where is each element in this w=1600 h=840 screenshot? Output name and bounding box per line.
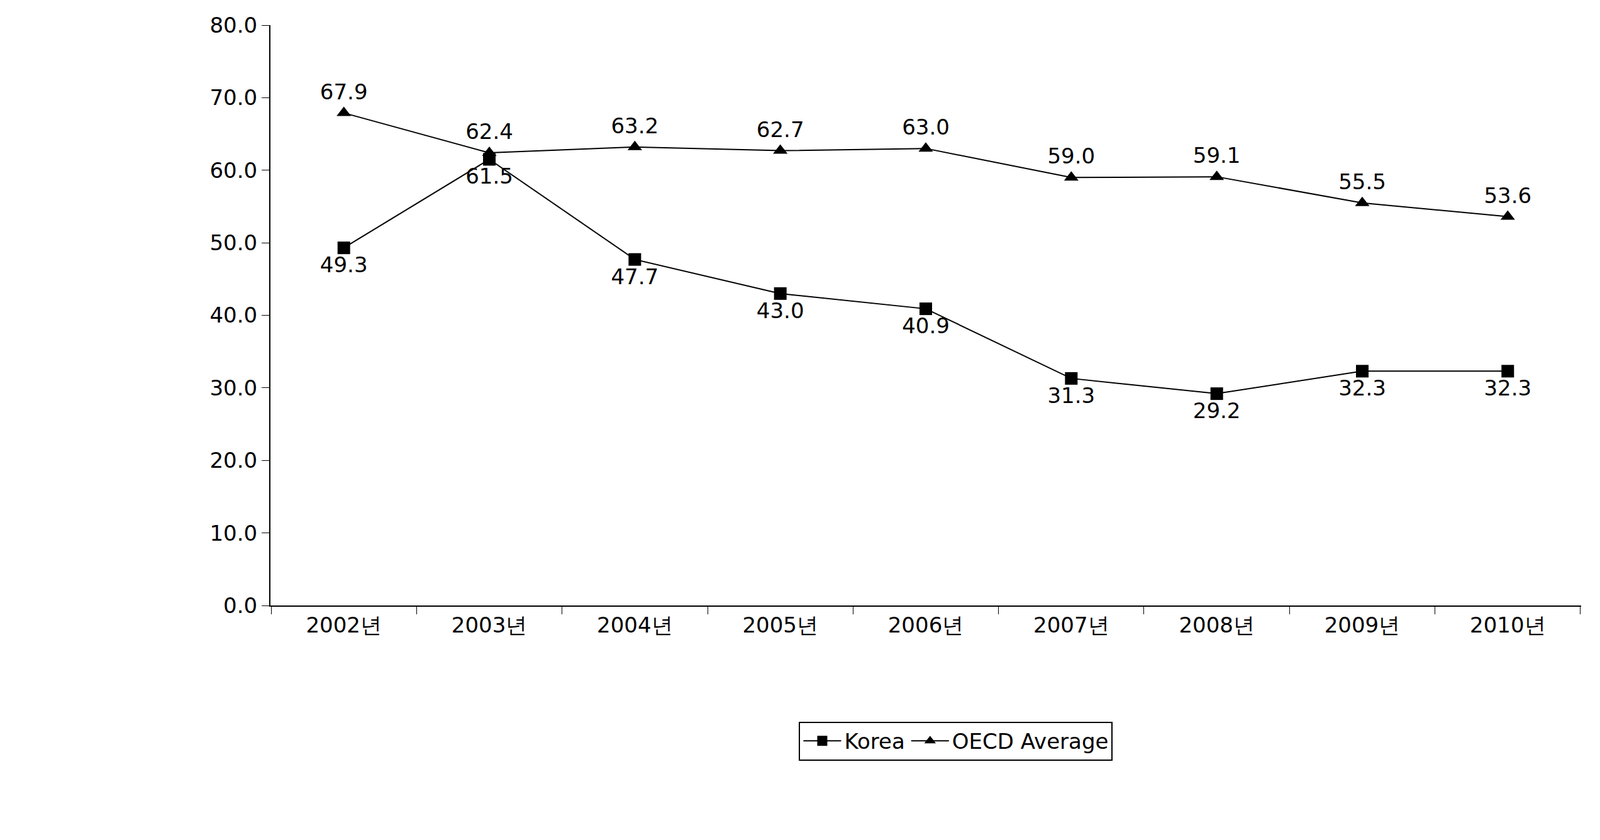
svg-text:2002년: 2002년 — [305, 612, 382, 638]
svg-text:2007년: 2007년 — [1033, 612, 1110, 638]
svg-text:61.5: 61.5 — [465, 163, 514, 189]
svg-text:55.5: 55.5 — [1338, 169, 1387, 195]
svg-text:2009년: 2009년 — [1324, 612, 1401, 638]
svg-text:40.0: 40.0 — [209, 302, 258, 328]
svg-text:2005년: 2005년 — [742, 612, 819, 638]
svg-text:20.0: 20.0 — [209, 447, 258, 473]
svg-text:63.2: 63.2 — [610, 113, 659, 139]
svg-text:43.0: 43.0 — [756, 298, 805, 324]
svg-text:0.0: 0.0 — [223, 593, 258, 619]
svg-text:62.4: 62.4 — [465, 118, 514, 145]
svg-text:Korea: Korea — [844, 728, 905, 755]
svg-text:2010년: 2010년 — [1469, 612, 1546, 638]
svg-text:53.6: 53.6 — [1483, 183, 1532, 209]
svg-text:70.0: 70.0 — [209, 84, 258, 111]
svg-text:2003년: 2003년 — [451, 612, 528, 638]
svg-text:2008년: 2008년 — [1178, 612, 1255, 638]
svg-text:59.1: 59.1 — [1193, 142, 1241, 168]
svg-text:49.3: 49.3 — [320, 252, 368, 278]
svg-text:59.0: 59.0 — [1047, 143, 1095, 169]
svg-text:29.2: 29.2 — [1193, 398, 1241, 424]
svg-text:30.0: 30.0 — [209, 375, 258, 401]
svg-text:10.0: 10.0 — [209, 520, 258, 546]
svg-text:2004년: 2004년 — [596, 612, 673, 638]
svg-text:60.0: 60.0 — [209, 157, 258, 184]
svg-text:62.7: 62.7 — [756, 116, 805, 143]
svg-text:31.3: 31.3 — [1047, 383, 1095, 409]
svg-text:50.0: 50.0 — [209, 230, 258, 256]
svg-text:32.3: 32.3 — [1338, 375, 1387, 401]
svg-text:32.3: 32.3 — [1483, 375, 1532, 401]
svg-text:63.0: 63.0 — [901, 114, 950, 140]
svg-text:40.9: 40.9 — [901, 313, 950, 339]
svg-text:OECD Average: OECD Average — [952, 728, 1109, 755]
svg-text:80.0: 80.0 — [209, 12, 258, 38]
svg-text:67.9: 67.9 — [320, 79, 368, 105]
svg-text:2006년: 2006년 — [888, 612, 965, 638]
svg-text:47.7: 47.7 — [610, 264, 659, 290]
